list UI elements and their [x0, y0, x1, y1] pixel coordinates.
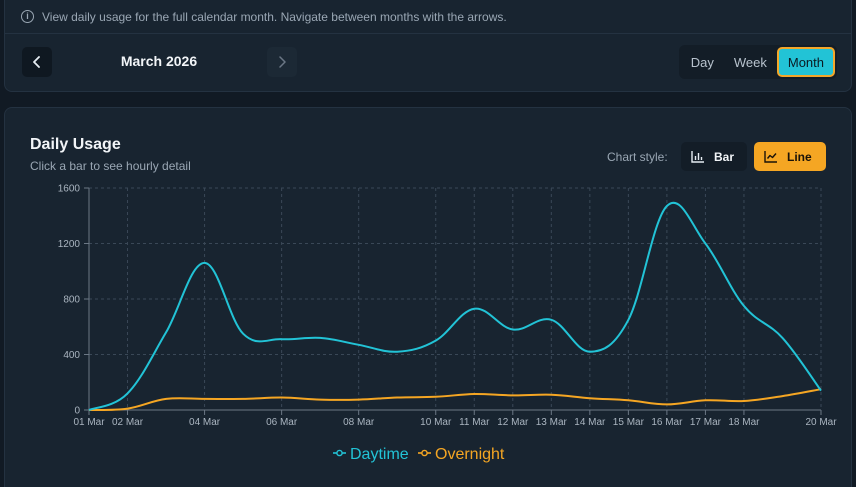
info-text: View daily usage for the full calendar m…	[42, 9, 507, 24]
y-tick-label: 800	[63, 295, 80, 306]
previous-month-button[interactable]	[22, 47, 52, 77]
x-tick-label: 20 Mar	[805, 417, 837, 428]
info-bar: i View daily usage for the full calendar…	[5, 0, 851, 34]
view-mode-week-button[interactable]: Week	[733, 54, 767, 70]
chart-style-line-button[interactable]: Line	[754, 142, 826, 171]
chart-style-bar-button[interactable]: Bar	[681, 142, 747, 171]
x-tick-label: 04 Mar	[189, 417, 221, 428]
x-tick-label: 01 Mar	[73, 417, 105, 428]
series-line-daytime[interactable]	[88, 202, 822, 411]
y-tick-label: 0	[74, 406, 80, 417]
chart-style-line-label: Line	[787, 149, 812, 164]
x-tick-label: 18 Mar	[728, 417, 760, 428]
x-tick-label: 15 Mar	[613, 417, 645, 428]
x-tick-label: 11 Mar	[459, 417, 490, 428]
y-tick-label: 400	[63, 350, 80, 361]
chevron-left-icon	[33, 56, 40, 68]
x-tick-label: 16 Mar	[651, 417, 683, 428]
x-tick-label: 02 Mar	[112, 417, 144, 428]
view-mode-day-button[interactable]: Day	[690, 54, 714, 70]
chart-style-label: Chart style:	[607, 150, 668, 164]
chart-style-bar-label: Bar	[714, 149, 735, 164]
x-tick-label: 08 Mar	[343, 417, 375, 428]
month-navigation-panel: i View daily usage for the full calendar…	[4, 0, 852, 92]
chart-panel-title: Daily Usage	[30, 136, 121, 153]
legend-label-overnight[interactable]: Overnight	[435, 446, 505, 463]
x-tick-label: 14 Mar	[574, 417, 606, 428]
x-tick-label: 10 Mar	[420, 417, 452, 428]
view-mode-toggle: Day Week Month	[678, 45, 837, 79]
x-tick-label: 17 Mar	[690, 417, 722, 428]
legend-marker-daytime	[336, 449, 343, 457]
info-icon: i	[21, 10, 34, 23]
next-month-button[interactable]	[267, 47, 297, 77]
daily-usage-panel: Daily Usage Click a bar to see hourly de…	[4, 107, 852, 487]
bar-chart-icon	[691, 151, 704, 163]
x-tick-label: 13 Mar	[536, 417, 568, 428]
legend-marker-overnight	[421, 449, 428, 457]
y-tick-label: 1200	[58, 239, 81, 250]
x-tick-label: 12 Mar	[497, 417, 529, 428]
series-line-overnight[interactable]	[88, 388, 822, 411]
month-label: March 2026	[120, 53, 198, 69]
view-mode-month-button[interactable]: Month	[776, 47, 835, 77]
y-tick-label: 1600	[58, 184, 81, 195]
x-tick-label: 06 Mar	[266, 417, 298, 428]
chevron-right-icon	[279, 56, 286, 68]
chart-panel-subtitle: Click a bar to see hourly detail	[30, 159, 191, 173]
line-chart-icon	[764, 151, 777, 163]
legend-label-daytime[interactable]: Daytime	[350, 446, 409, 463]
